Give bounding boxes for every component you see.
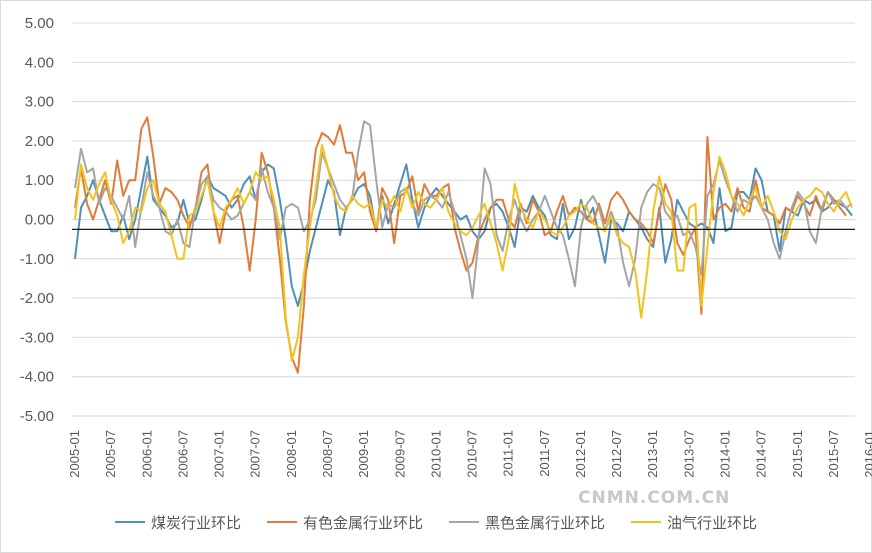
y-tick-label: 0.00 (25, 212, 54, 229)
x-tick-label: 2009-07 (392, 430, 407, 478)
x-tick-label: 2010-01 (428, 430, 443, 478)
x-tick-label: 2013-01 (645, 430, 660, 478)
x-tick-label: 2011-01 (501, 430, 516, 477)
y-tick-label: -3.00 (20, 329, 54, 346)
x-tick-label: 2009-01 (356, 430, 371, 478)
y-tick-label: -1.00 (20, 251, 54, 268)
x-tick-label: 2014-01 (718, 430, 733, 478)
y-tick-label: 3.00 (25, 94, 54, 111)
x-tick-label: 2008-01 (284, 430, 299, 478)
line-series-nonferrous (74, 116, 847, 374)
y-tick-label: -2.00 (20, 290, 54, 307)
x-tick-label: 2012-01 (573, 430, 588, 478)
legend-item-coal: 煤炭行业环比 (114, 512, 241, 533)
watermark: CNMN.COM.CN (578, 488, 731, 508)
legend-swatch-oilgas (631, 521, 662, 523)
chart-legend: 煤炭行业环比 有色金属行业环比 黑色金属行业环比 油气行业环比 (0, 511, 872, 533)
legend-item-nonferrous: 有色金属行业环比 (266, 512, 423, 533)
legend-label-ferrous: 黑色金属行业环比 (485, 513, 606, 532)
legend-item-ferrous: 黑色金属行业环比 (449, 512, 605, 533)
legend-item-oilgas: 油气行业环比 (631, 512, 757, 533)
x-tick-label: 2016-01 (862, 430, 872, 478)
x-tick-label: 2012-07 (609, 430, 624, 478)
y-tick-label: 1.00 (25, 172, 54, 189)
legend-swatch-ferrous (449, 521, 479, 523)
y-tick-label: 5.00 (25, 15, 54, 32)
legend-swatch-coal (114, 521, 145, 523)
x-tick-label: 2006-01 (139, 430, 154, 478)
x-tick-label: 2005-01 (67, 430, 82, 478)
x-tick-label: 2005-07 (103, 430, 118, 478)
y-tick-label: 2.00 (25, 133, 54, 150)
x-tick-label: 2007-01 (212, 430, 227, 478)
y-tick-label: -4.00 (20, 369, 54, 386)
y-tick-label: 4.00 (25, 54, 54, 71)
x-tick-label: 2015-01 (790, 430, 805, 478)
y-tick-label: -5.00 (20, 408, 54, 425)
x-tick-label: 2013-07 (681, 430, 696, 478)
x-tick-label: 2014-07 (754, 430, 769, 478)
line-series-oilgas (74, 143, 853, 362)
x-tick-label: 2011-07 (537, 430, 552, 477)
legend-label-nonferrous: 有色金属行业环比 (302, 513, 423, 532)
x-tick-label: 2015-07 (826, 430, 841, 478)
x-tick-label: 2007-07 (248, 430, 263, 478)
legend-label-coal: 煤炭行业环比 (150, 513, 241, 532)
legend-label-oilgas: 油气行业环比 (667, 513, 758, 532)
legend-swatch-nonferrous (266, 521, 297, 523)
x-tick-label: 2010-07 (465, 430, 480, 478)
line-series-ferrous (74, 120, 853, 300)
x-tick-label: 2008-07 (320, 430, 335, 478)
x-tick-label: 2006-07 (175, 430, 190, 478)
